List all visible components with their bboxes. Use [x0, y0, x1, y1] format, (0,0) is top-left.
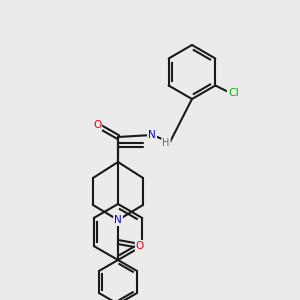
Text: N: N — [114, 215, 122, 225]
Text: N: N — [148, 130, 156, 140]
Text: H: H — [162, 138, 170, 148]
Text: Cl: Cl — [228, 88, 239, 98]
Text: O: O — [93, 120, 101, 130]
Text: O: O — [136, 241, 144, 251]
